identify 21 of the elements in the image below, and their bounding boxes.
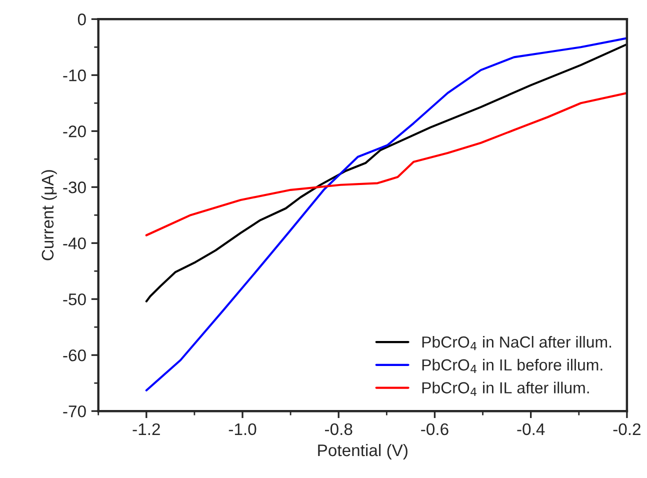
y-tick-label: -30 xyxy=(63,182,86,194)
y-tick-label: -50 xyxy=(63,293,86,306)
y-tick-label: -20 xyxy=(63,126,86,138)
x-tick-label: -0.6 xyxy=(421,423,448,436)
y-tick-label: 0 xyxy=(78,14,86,26)
y-tick-label: -70 xyxy=(63,405,86,418)
x-axis-title: Potential (V) xyxy=(318,444,408,460)
legend-label: PbCrO$_{4}$ in IL before illum. xyxy=(422,358,602,374)
x-tick-label: -1.2 xyxy=(132,423,160,435)
x-tick-label: -0.2 xyxy=(613,423,640,436)
legend-label: PbCrO$_{4}$ in IL after illum. xyxy=(422,382,589,396)
line-series xyxy=(145,43,627,302)
y-tick-label: -60 xyxy=(63,349,86,362)
x-tick-label: -1.0 xyxy=(228,423,256,436)
y-axis-title: Current (μA) xyxy=(41,170,57,260)
y-tick-label: -40 xyxy=(63,238,86,250)
legend-label: PbCrO$_{4}$ in NaCl after illum. xyxy=(422,336,612,350)
x-tick-label: -0.4 xyxy=(517,423,545,436)
line-series xyxy=(145,92,627,236)
y-tick-label: -10 xyxy=(63,70,86,82)
x-tick-label: -0.8 xyxy=(325,423,352,436)
